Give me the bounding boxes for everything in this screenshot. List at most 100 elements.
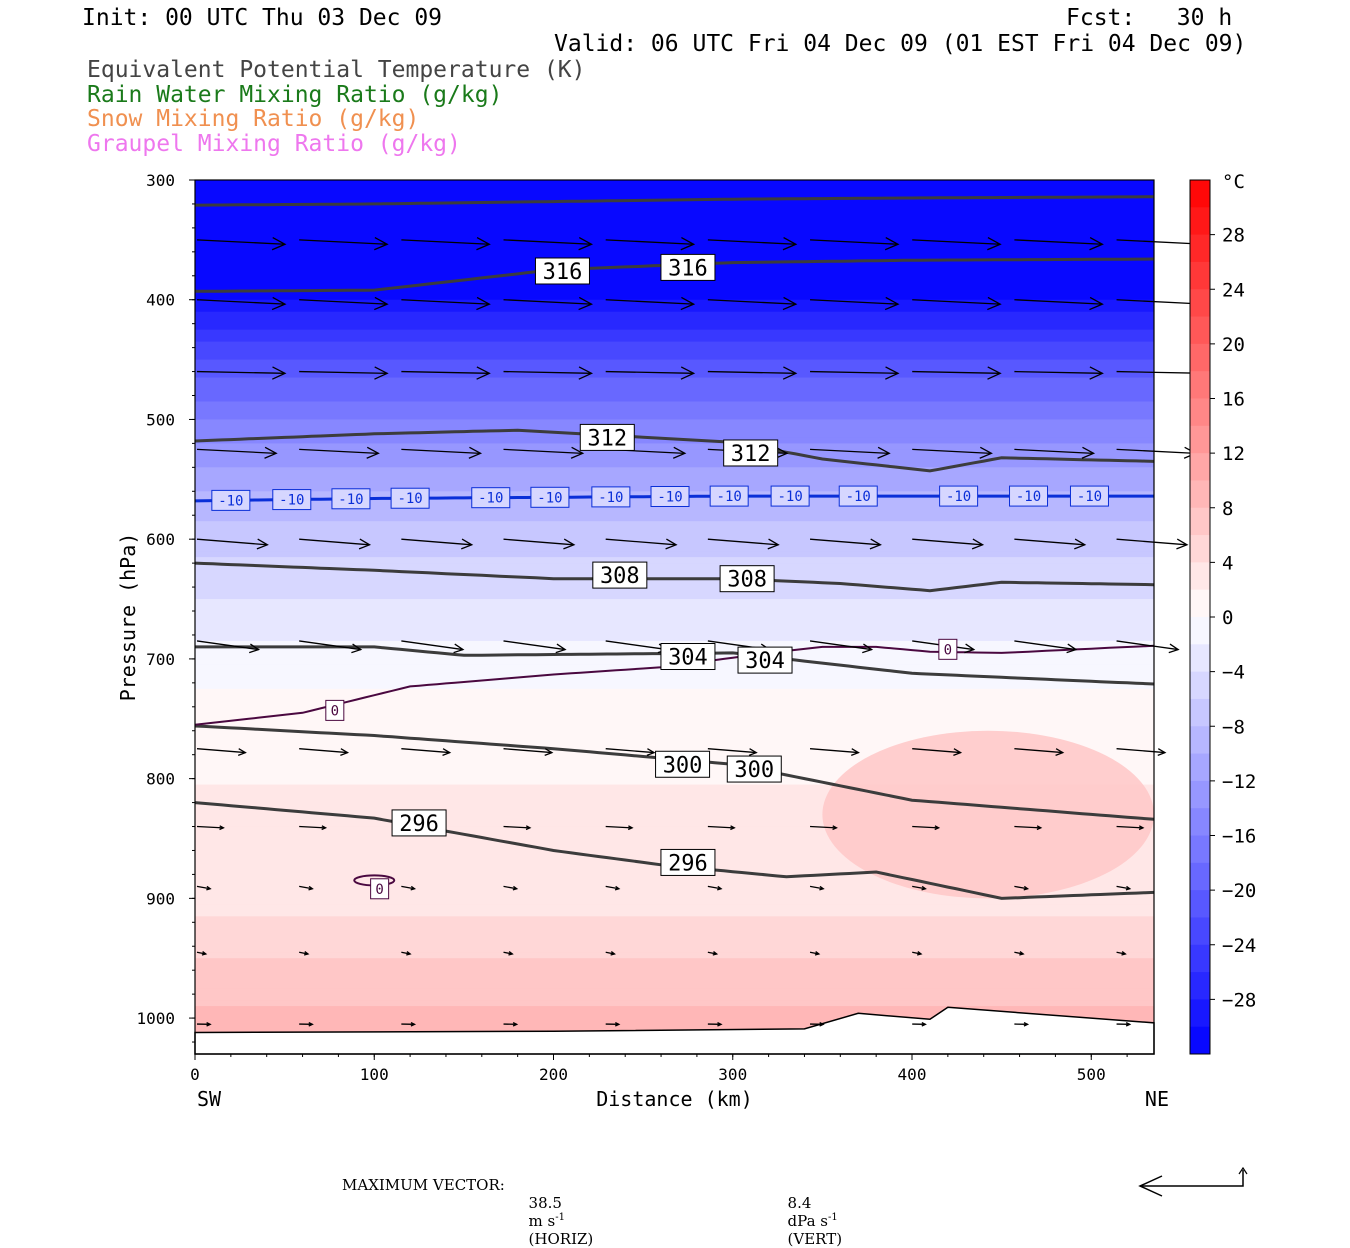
- colorbar-tick-label: −20: [1222, 880, 1256, 902]
- temperature-band: [195, 1000, 1154, 1007]
- temperature-band: [195, 509, 1154, 516]
- temperature-band: [195, 587, 1154, 594]
- temperature-band: [195, 551, 1154, 558]
- max-vector-vert-unit: dPa s: [788, 1212, 828, 1230]
- temperature-band: [195, 635, 1154, 642]
- temperature-band: [195, 210, 1154, 217]
- colorbar-segment: [1190, 289, 1210, 317]
- isotherm-minus-10-label: -10: [946, 489, 971, 505]
- temperature-band: [195, 958, 1154, 965]
- colorbar-segment: [1190, 508, 1210, 536]
- isotherm-minus-10-label: -10: [478, 491, 503, 507]
- colorbar-segment: [1190, 535, 1210, 563]
- colorbar-segment: [1190, 617, 1210, 645]
- temperature-band: [195, 401, 1154, 408]
- colorbar-segment: [1190, 863, 1210, 891]
- max-vector-horiz-tag: (HORIZ): [529, 1230, 594, 1248]
- temperature-band: [195, 360, 1154, 367]
- y-tick-label: 400: [146, 291, 175, 310]
- temperature-band: [195, 988, 1154, 995]
- temperature-band: [195, 294, 1154, 301]
- temperature-band: [195, 683, 1154, 690]
- temperature-band: [195, 461, 1154, 468]
- colorbar-unit: °C: [1222, 171, 1245, 193]
- temperature-band: [195, 970, 1154, 977]
- max-vector-horiz-unit: m s: [529, 1212, 556, 1230]
- colorbar-segment: [1190, 781, 1210, 809]
- theta-e-label: 296: [399, 812, 439, 837]
- isotherm-minus-10-label: -10: [598, 490, 623, 506]
- temperature-band: [195, 725, 1154, 732]
- colorbar-tick-label: 20: [1222, 334, 1245, 356]
- colorbar-segment: [1190, 808, 1210, 836]
- theta-e-label: 304: [745, 649, 785, 674]
- colorbar-segment: [1190, 262, 1210, 290]
- temperature-band: [195, 425, 1154, 432]
- colorbar-segment: [1190, 207, 1210, 235]
- colorbar-segment: [1190, 180, 1210, 208]
- max-vector-vert-tag: (VERT): [788, 1230, 843, 1248]
- theta-e-label: 296: [668, 851, 708, 876]
- temperature-band: [195, 186, 1154, 193]
- temperature-band: [195, 934, 1154, 941]
- colorbar-tick-label: −28: [1222, 989, 1256, 1011]
- colorbar-segment: [1190, 945, 1210, 973]
- colorbar-tick-label: −24: [1222, 935, 1256, 957]
- colorbar-segment: [1190, 371, 1210, 399]
- temperature-band: [195, 605, 1154, 612]
- cross-section-chart: -10-10-10-10-10-10-10-10-10-10-10-10-10-…: [0, 0, 1350, 1200]
- temperature-band: [195, 413, 1154, 420]
- isotherm-minus-10-label: -10: [1077, 489, 1102, 505]
- temperature-band: [195, 467, 1154, 474]
- temperature-band: [195, 940, 1154, 947]
- temperature-band: [195, 982, 1154, 989]
- colorbar-segment: [1190, 699, 1210, 727]
- temperature-band: [195, 246, 1154, 253]
- max-vector-horiz-value: 38.5: [529, 1194, 562, 1212]
- temperature-band: [195, 952, 1154, 959]
- colorbar-segment: [1190, 590, 1210, 618]
- temperature-band: [195, 557, 1154, 564]
- temperature-band: [195, 384, 1154, 391]
- colorbar-segment: [1190, 917, 1210, 945]
- colorbar-tick-label: 12: [1222, 443, 1245, 465]
- temperature-band: [195, 599, 1154, 606]
- temperature-band: [195, 228, 1154, 235]
- y-tick-label: 900: [146, 889, 175, 908]
- colorbar-segment: [1190, 399, 1210, 427]
- colorbar-segment: [1190, 672, 1210, 700]
- colorbar-tick-label: −8: [1222, 716, 1245, 738]
- temperature-band: [195, 527, 1154, 534]
- colorbar-segment: [1190, 317, 1210, 345]
- isotherm-minus-10-label: -10: [279, 493, 304, 509]
- temperature-band: [195, 689, 1154, 696]
- temperature-band: [195, 545, 1154, 552]
- temperature-band: [195, 479, 1154, 486]
- temperature-band: [195, 521, 1154, 528]
- colorbar-tick-label: 8: [1222, 498, 1233, 520]
- theta-e-label: 300: [663, 753, 703, 778]
- temperature-band: [195, 318, 1154, 325]
- temperature-band: [195, 946, 1154, 953]
- isotherm-minus-10-label: -10: [338, 492, 363, 508]
- x-tick-label: 300: [718, 1065, 747, 1084]
- temperature-band: [195, 324, 1154, 331]
- theta-e-label: 300: [734, 758, 774, 783]
- y-tick-label: 500: [146, 410, 175, 429]
- x-tick-label: 0: [190, 1065, 200, 1084]
- temperature-band: [195, 222, 1154, 229]
- max-vector-horiz-exp: -1: [555, 1212, 565, 1223]
- isotherm-zero-label: 0: [944, 642, 952, 658]
- temperature-band: [195, 617, 1154, 624]
- colorbar-segment: [1190, 562, 1210, 590]
- temperature-band: [195, 282, 1154, 289]
- temperature-band: [195, 916, 1154, 923]
- y-axis-label: Pressure (hPa): [116, 533, 140, 702]
- colorbar-segment: [1190, 972, 1210, 1000]
- colorbar-tick-label: 16: [1222, 389, 1245, 411]
- colorbar-segment: [1190, 754, 1210, 782]
- theta-e-label: 316: [543, 260, 583, 285]
- temperature-band: [195, 336, 1154, 343]
- max-vector-horiz: 38.5 m s-1 (HORIZ): [519, 1176, 593, 1248]
- temperature-band: [195, 904, 1154, 911]
